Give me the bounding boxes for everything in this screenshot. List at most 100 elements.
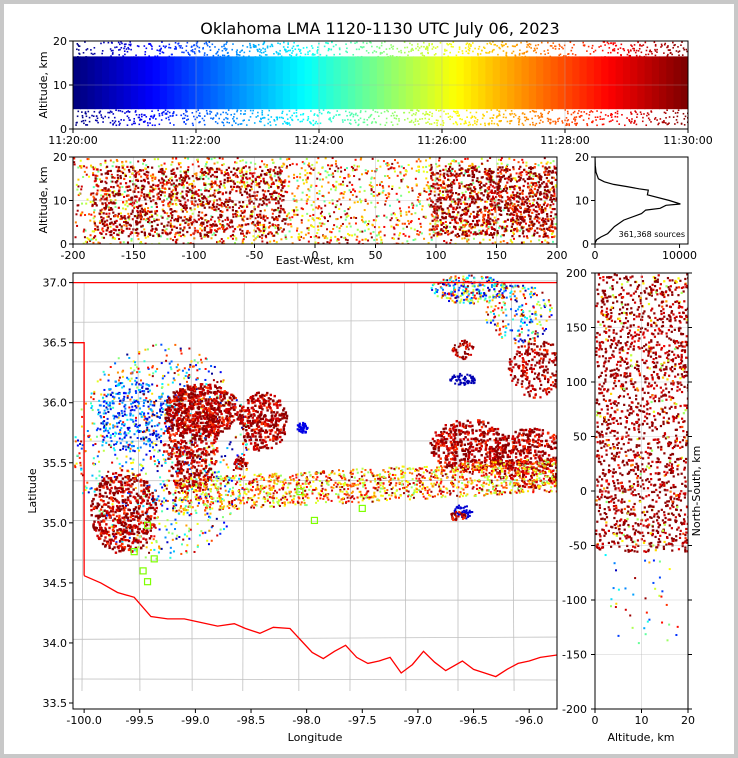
east-west-point [552,160,555,163]
east-west-point [186,168,190,171]
time-altitude-point [286,122,289,125]
east-west-point [419,160,422,163]
time-altitude-point [518,118,521,121]
time-altitude-point [266,46,269,49]
time-altitude-point [265,54,268,56]
east-west-point [101,227,104,230]
time-altitude-point [249,44,252,47]
time-altitude-point [279,53,281,55]
east-west-point [274,208,277,212]
time-altitude-point [426,112,428,115]
east-west-point [508,185,512,189]
east-west-point [108,193,111,196]
east-west-point [341,180,344,183]
east-west-point [443,198,446,201]
east-west-point [298,235,301,238]
time-altitude-point [631,118,633,120]
east-west-point [500,157,503,160]
time-altitude-point [540,112,542,115]
east-west-point [241,218,244,221]
east-west-point [293,213,296,216]
time-altitude-point [561,122,564,124]
time-altitude-point [559,53,562,56]
time-altitude-point [525,116,528,119]
east-west-point [214,229,217,232]
east-west-point [142,209,145,212]
east-west-point [410,167,413,170]
east-west-point [487,222,490,225]
east-west-point [376,184,379,187]
east-west-point [445,225,449,228]
east-west-point [437,187,440,190]
east-west-point [546,196,549,199]
east-west-point [344,238,347,241]
time-altitude-point [600,45,602,47]
time-altitude-point [436,122,438,124]
east-west-point [538,184,541,187]
east-west-point [482,213,485,217]
time-altitude-point [81,114,84,117]
time-altitude-point [302,47,305,49]
time-altitude-point [684,115,687,118]
time-altitude-point [243,51,246,54]
time-altitude-point [101,52,103,55]
time-altitude-point [570,58,573,60]
time-altitude-point [513,45,515,48]
east-west-point [491,242,494,244]
time-altitude-band [217,56,226,110]
east-west-point [504,204,507,207]
east-west-point [175,157,178,160]
time-altitude-point [469,123,472,126]
time-altitude-point [592,51,595,53]
time-altitude-point [317,46,319,49]
time-altitude-point [400,49,402,52]
time-altitude-point [202,47,204,49]
time-altitude-point [369,114,372,117]
east-west-point [129,161,132,164]
east-west-point [398,234,401,237]
east-west-point [116,233,119,236]
east-west-point [258,235,261,238]
time-altitude-point [586,123,588,125]
time-altitude-point [412,121,415,124]
east-west-point [97,241,100,244]
east-west-point [203,229,206,232]
east-west-point [282,218,285,221]
east-west-point [545,193,548,196]
time-altitude-point [111,111,113,113]
east-west-point [242,242,245,244]
east-west-point [254,230,257,233]
time-altitude-point [223,54,226,57]
east-west-point [208,171,211,174]
east-west-point [100,232,103,235]
time-altitude-point [394,57,397,59]
east-west-point [276,172,279,176]
east-west-point [521,171,524,174]
east-west-point [468,174,471,177]
east-west-point [533,217,536,220]
time-altitude-point [648,119,651,121]
east-west-point [137,232,140,235]
east-west-point [506,212,509,216]
east-west-point [175,226,178,229]
time-altitude-point [316,50,318,52]
east-west-point [375,238,378,241]
east-west-point [285,237,288,240]
east-west-point [297,185,300,188]
east-west-point [363,221,366,224]
east-west-point [485,182,488,185]
east-west-point [205,203,208,206]
east-west-point [328,201,331,204]
east-west-point [392,167,395,170]
east-west-point [251,210,254,213]
time-altitude-point [583,44,586,46]
east-west-point [240,232,243,235]
time-altitude-point [611,119,614,121]
time-altitude-point [379,51,382,54]
time-altitude-point [637,50,640,52]
east-west-point [488,186,491,189]
time-altitude-point [417,110,420,112]
time-altitude-point [78,45,81,48]
east-west-point [189,218,192,221]
time-altitude-point [496,115,498,118]
